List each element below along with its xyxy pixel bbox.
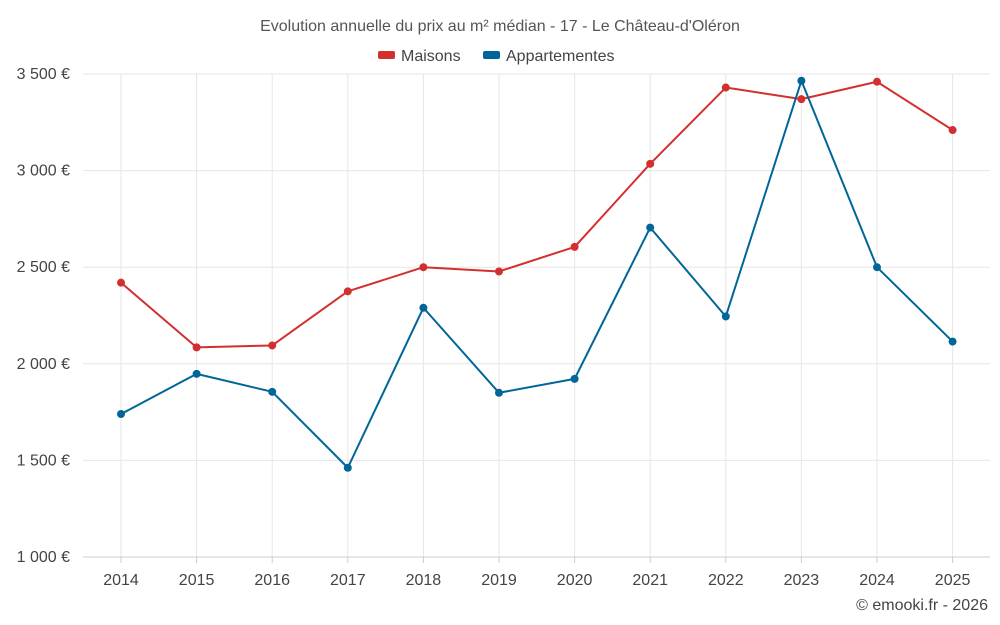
y-tick-label: 1 000 € bbox=[17, 549, 70, 566]
data-point[interactable] bbox=[873, 77, 881, 86]
data-point[interactable] bbox=[495, 267, 503, 276]
data-point[interactable] bbox=[343, 287, 352, 296]
y-tick-label: 2 000 € bbox=[17, 356, 70, 373]
legend: Maisons Appartementes bbox=[378, 48, 615, 65]
data-point[interactable] bbox=[117, 410, 125, 419]
axes: 3 500 € 3 000 € 2 500 € 2 000 € 1 500 € 1 000… bbox=[17, 66, 990, 589]
x-tick-label: 2023 bbox=[784, 572, 820, 589]
data-point[interactable] bbox=[948, 337, 957, 346]
x-tick-label: 2014 bbox=[103, 572, 139, 589]
legend-item-maisons[interactable]: Maisons bbox=[378, 48, 461, 65]
y-tick-label: 3 000 € bbox=[17, 163, 70, 180]
grid bbox=[83, 73, 990, 558]
x-tick-label: 2020 bbox=[557, 572, 593, 589]
credit-text: © emooki.fr - 2026 bbox=[856, 597, 988, 614]
legend-swatch bbox=[378, 51, 395, 59]
series-line-appartementes bbox=[120, 79, 954, 469]
data-point[interactable] bbox=[797, 76, 806, 85]
y-tick-label: 1 500 € bbox=[17, 452, 70, 469]
data-point[interactable] bbox=[268, 387, 277, 396]
x-tick-label: 2019 bbox=[481, 572, 517, 589]
data-point[interactable] bbox=[570, 374, 579, 383]
data-point[interactable] bbox=[419, 263, 428, 272]
series-line-maisons bbox=[120, 80, 954, 349]
x-tick-label: 2021 bbox=[632, 572, 668, 589]
data-point[interactable] bbox=[268, 341, 277, 350]
legend-label: Maisons bbox=[401, 48, 461, 65]
x-tick-label: 2022 bbox=[708, 572, 744, 589]
x-tick-label: 2016 bbox=[254, 572, 290, 589]
y-tick-label: 3 500 € bbox=[17, 66, 70, 83]
x-tick-label: 2017 bbox=[330, 572, 366, 589]
data-point[interactable] bbox=[570, 242, 579, 251]
data-point[interactable] bbox=[646, 223, 655, 232]
legend-label: Appartementes bbox=[506, 48, 615, 65]
data-point[interactable] bbox=[873, 263, 881, 272]
series-appartementes bbox=[117, 76, 957, 472]
data-point[interactable] bbox=[192, 343, 201, 352]
series-layer bbox=[117, 76, 957, 472]
series-maisons bbox=[117, 77, 957, 352]
x-tick-label: 2018 bbox=[406, 572, 442, 589]
data-point[interactable] bbox=[646, 159, 655, 168]
data-point[interactable] bbox=[419, 303, 428, 312]
data-point[interactable] bbox=[117, 278, 125, 287]
data-point[interactable] bbox=[948, 126, 957, 135]
legend-swatch bbox=[483, 51, 500, 59]
x-tick-label: 2025 bbox=[935, 572, 971, 589]
data-point[interactable] bbox=[797, 95, 806, 104]
x-tick-label: 2024 bbox=[859, 572, 895, 589]
chart-title: Evolution annuelle du prix au m² médian … bbox=[260, 18, 740, 35]
data-point[interactable] bbox=[721, 83, 730, 92]
x-tick-label: 2015 bbox=[179, 572, 215, 589]
data-point[interactable] bbox=[495, 388, 503, 397]
data-point[interactable] bbox=[192, 369, 201, 378]
data-point[interactable] bbox=[721, 312, 730, 321]
y-tick-label: 2 500 € bbox=[17, 259, 70, 276]
data-point[interactable] bbox=[343, 463, 352, 472]
legend-item-appartementes[interactable]: Appartementes bbox=[483, 48, 615, 65]
